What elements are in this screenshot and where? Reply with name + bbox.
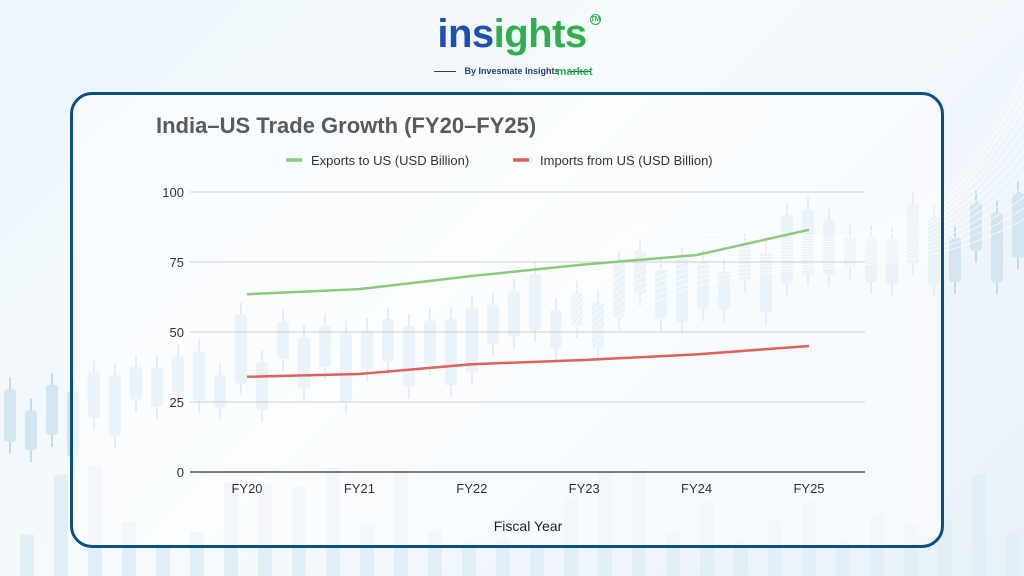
brand-header: insights TM market By Invesmate Insights — [0, 12, 1024, 78]
y-tick-label: 50 — [170, 325, 184, 340]
x-tick-label: FY25 — [793, 481, 824, 496]
bg-bar — [156, 543, 170, 576]
y-tick-label: 100 — [162, 185, 184, 200]
x-tick-label: FY23 — [569, 481, 600, 496]
x-tick-label: FY22 — [456, 481, 487, 496]
logo-subtitle: market — [556, 66, 593, 78]
y-axis-ticks: 0 25 50 75 100 — [162, 185, 184, 480]
insights-logo: insights TM market — [437, 12, 601, 78]
legend-label: Exports to US (USD Billion) — [311, 153, 469, 168]
bg-candle — [970, 202, 982, 251]
bg-bar — [54, 474, 68, 576]
y-tick-label: 75 — [170, 255, 184, 270]
byline: By Invesmate Insights — [0, 66, 1024, 76]
y-tick-label: 25 — [170, 395, 184, 410]
x-tick-label: FY24 — [681, 481, 712, 496]
x-tick-label: FY21 — [344, 481, 375, 496]
bg-candle — [4, 389, 16, 442]
chart-legend: Exports to US (USD Billion) Imports from … — [286, 153, 713, 168]
bg-candle — [1012, 192, 1024, 258]
bg-bar — [836, 540, 850, 576]
x-axis-ticks: FY20 FY21 FY22 FY23 FY24 FY25 — [231, 481, 824, 496]
bg-bar — [1006, 533, 1020, 576]
bg-bar — [462, 542, 476, 576]
byline-text: By Invesmate Insights — [464, 66, 560, 76]
trademark-badge: TM — [589, 14, 601, 25]
bg-candle — [949, 237, 961, 282]
bg-candle — [46, 384, 58, 435]
y-tick-label: 0 — [177, 465, 184, 480]
bg-bar — [20, 534, 34, 576]
bg-bar — [972, 474, 986, 576]
x-tick-label: FY20 — [231, 481, 262, 496]
gridlines — [190, 191, 865, 473]
bg-candle — [25, 410, 37, 451]
series-line-exports — [246, 228, 810, 296]
bg-candle — [991, 212, 1003, 283]
series-lines — [246, 228, 810, 379]
bg-bar — [530, 544, 544, 576]
x-axis-label: Fiscal Year — [494, 518, 563, 534]
chart-title: India–US Trade Growth (FY20–FY25) — [156, 113, 536, 138]
series-line-imports — [246, 344, 810, 379]
legend-label: Imports from US (USD Billion) — [540, 153, 713, 168]
bg-bar — [734, 541, 748, 576]
